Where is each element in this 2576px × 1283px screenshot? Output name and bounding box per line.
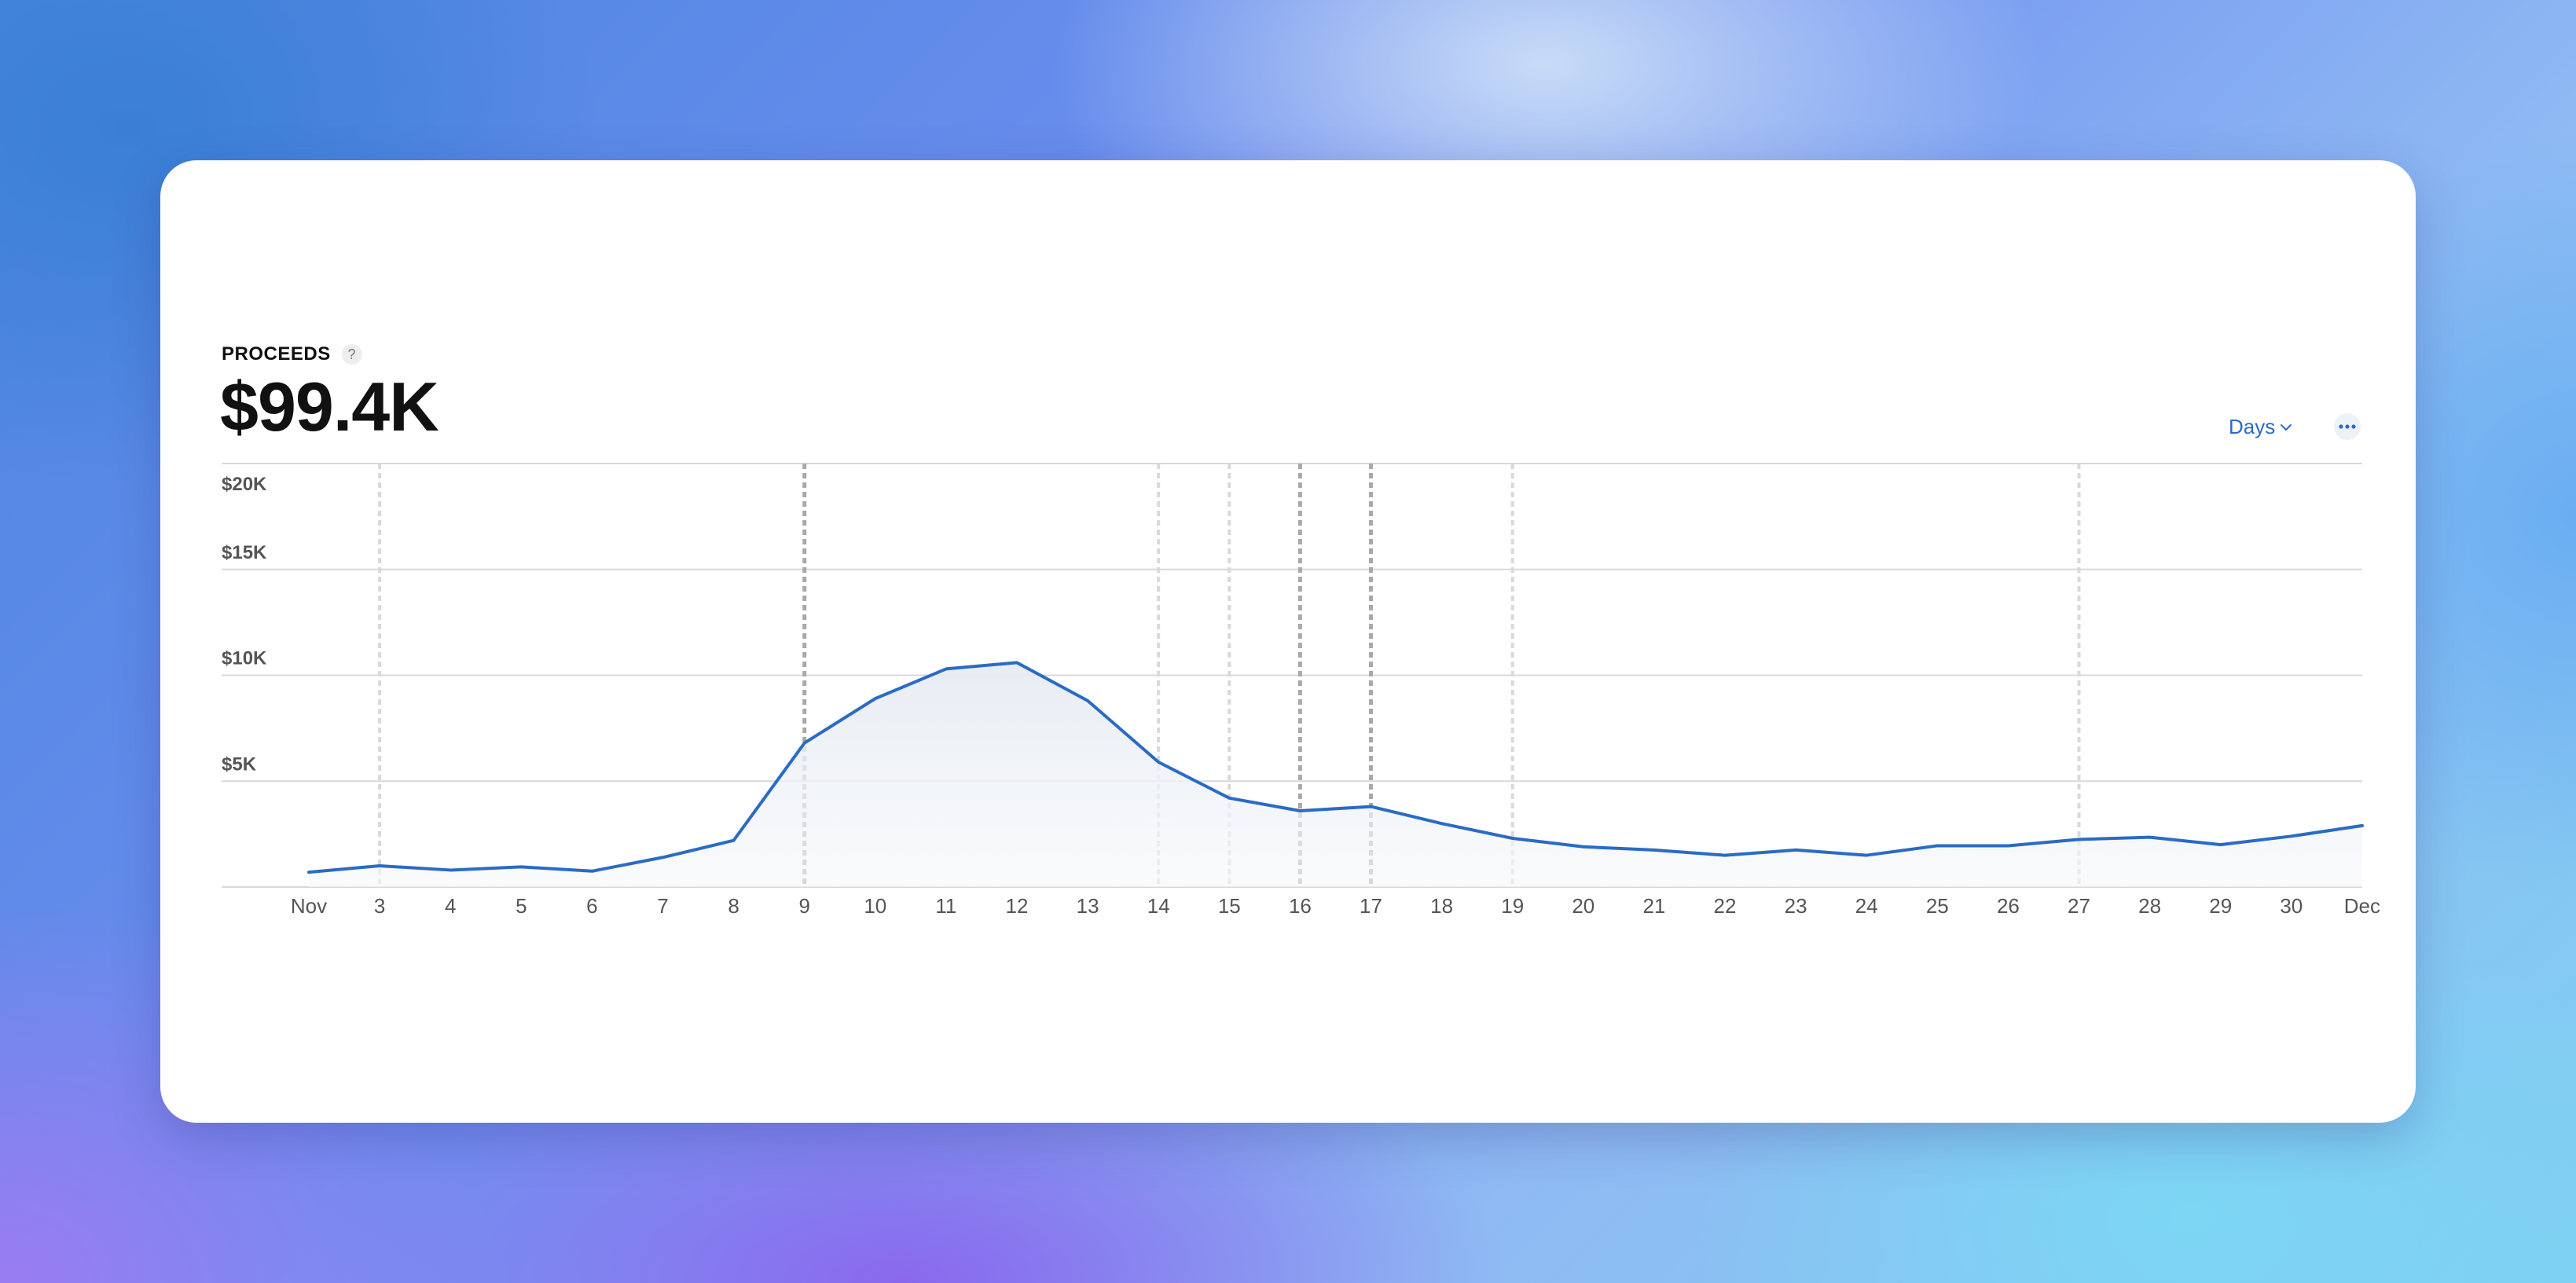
chevron-down-icon — [2281, 423, 2292, 431]
help-icon[interactable]: ? — [341, 344, 362, 365]
metric-value: $99.4K — [220, 368, 439, 445]
ellipsis-icon — [2339, 424, 2356, 429]
period-select[interactable]: Days — [2229, 415, 2292, 439]
metric-header: PROCEEDS ? — [222, 343, 362, 365]
more-options-button[interactable] — [2334, 413, 2361, 440]
proceeds-card — [160, 160, 2416, 1123]
period-select-label: Days — [2229, 415, 2276, 438]
metric-label: PROCEEDS — [222, 343, 331, 365]
